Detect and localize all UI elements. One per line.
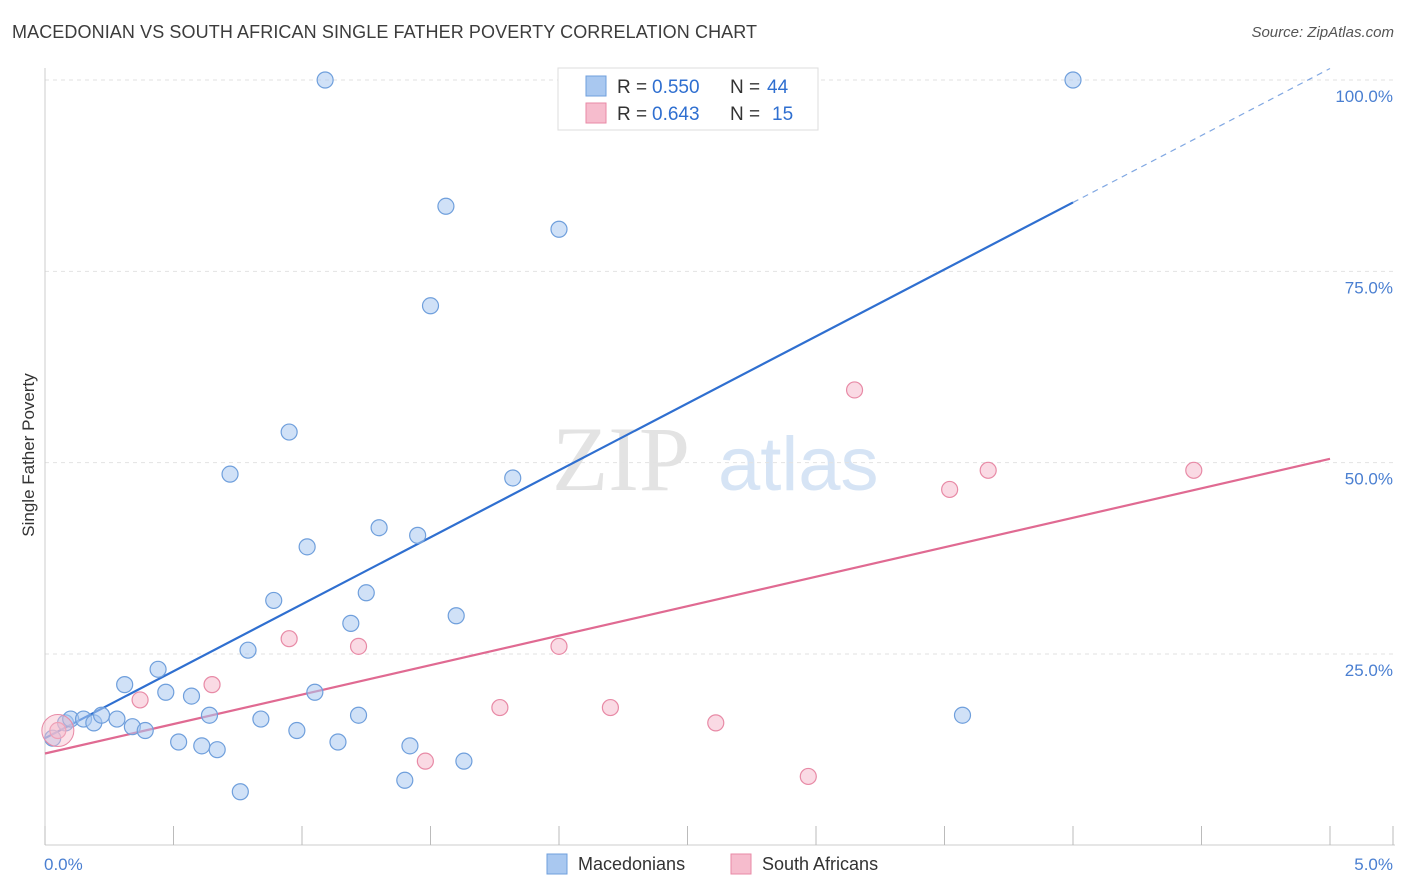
series-legend: Macedonians South Africans — [546, 853, 878, 875]
macedonians-point — [421, 297, 440, 315]
macedonians-point — [396, 771, 414, 789]
macedonians-point — [1064, 71, 1082, 89]
macedonians-point — [157, 683, 175, 701]
series-swatch-macedonians — [546, 853, 568, 875]
legend-r-value-2: 0.643 — [652, 104, 700, 125]
y-tick-label: 25.0% — [1345, 661, 1393, 680]
macedonians-point — [288, 721, 306, 740]
trend-line-south-africans — [44, 457, 1331, 755]
macedonians-point — [953, 706, 972, 724]
macedonians-point — [193, 737, 211, 755]
macedonians-point — [149, 660, 167, 678]
legend-swatch-south-africans — [585, 102, 607, 124]
south-africans-point — [550, 637, 568, 655]
correlation-legend: R = 0.550 N = 44 R = 0.643 N = 15 — [557, 67, 819, 131]
source-label: Source: ZipAtlas.com — [1251, 24, 1394, 41]
chart-title: MACEDONIAN VS SOUTH AFRICAN SINGLE FATHE… — [12, 22, 758, 42]
south-africans-point — [280, 630, 298, 648]
trend-lines — [44, 67, 1331, 755]
south-africans-point — [845, 381, 864, 399]
legend-n-label-1: N = — [730, 77, 760, 98]
legend-n-value-1: 44 — [767, 77, 789, 98]
macedonians-point — [550, 220, 568, 238]
macedonians-point — [280, 423, 298, 441]
macedonians-point — [208, 741, 226, 759]
macedonians-point — [239, 641, 257, 659]
legend-swatch-macedonians — [585, 75, 607, 97]
south-africans-point — [349, 637, 368, 655]
macedonians-point — [108, 710, 126, 728]
trend-line-macedonians — [44, 201, 1074, 740]
macedonians-point — [447, 607, 465, 625]
macedonians-point — [182, 687, 201, 705]
macedonians-point — [349, 706, 368, 724]
south-africans-point — [203, 676, 221, 694]
macedonians-point — [265, 591, 283, 610]
axes — [44, 68, 1395, 846]
south-africans-point — [799, 767, 817, 786]
south-africans-point — [979, 461, 997, 479]
series-label-south-africans: South Africans — [762, 854, 878, 874]
x-tick-label: 5.0% — [1354, 855, 1393, 874]
legend-n-label-2: N = — [730, 104, 760, 125]
macedonians-point — [116, 676, 134, 694]
south-africans-point — [491, 698, 509, 717]
series-label-macedonians: Macedonians — [578, 854, 685, 874]
south-africans-point-large — [41, 714, 75, 748]
south-africans-point — [707, 714, 725, 732]
tick-labels: 25.0% 50.0% 75.0% 100.0% 0.0% 5.0% — [44, 87, 1393, 874]
data-points — [41, 71, 1203, 801]
trend-extension-dashed — [1072, 67, 1331, 203]
macedonians-point — [298, 538, 316, 556]
y-axis-title: Single Father Poverty — [19, 373, 38, 537]
macedonians-point — [370, 519, 388, 537]
watermark-zip: ZIP — [552, 408, 690, 510]
series-swatch-south-africans — [730, 853, 752, 875]
south-africans-point — [601, 698, 620, 717]
macedonians-point — [342, 614, 360, 632]
south-africans-point — [416, 752, 434, 770]
macedonians-point — [504, 469, 522, 487]
legend-n-value-2: 15 — [772, 104, 793, 125]
south-africans-point — [1185, 461, 1203, 479]
macedonians-point — [455, 752, 473, 770]
macedonians-point — [252, 710, 270, 728]
macedonians-point — [221, 465, 239, 483]
watermark-atlas: atlas — [718, 422, 879, 507]
macedonians-point — [306, 683, 324, 701]
macedonians-point — [316, 71, 334, 89]
macedonians-point — [401, 737, 419, 755]
macedonians-point — [437, 197, 455, 215]
south-africans-point — [49, 721, 67, 740]
legend-r-value-1: 0.550 — [652, 77, 700, 98]
macedonians-point — [136, 721, 154, 740]
macedonians-point — [170, 733, 188, 751]
macedonians-point — [231, 783, 249, 801]
macedonians-point — [92, 706, 111, 724]
x-tick-label: 0.0% — [44, 855, 83, 874]
legend-r-label-1: R = — [617, 77, 647, 98]
macedonians-point — [329, 733, 347, 751]
south-africans-point — [131, 691, 149, 709]
y-tick-label: 50.0% — [1345, 470, 1393, 489]
macedonians-point — [409, 526, 427, 544]
macedonians-point — [200, 706, 219, 724]
gridlines — [45, 79, 1395, 655]
legend-r-label-2: R = — [617, 104, 647, 125]
y-tick-label: 100.0% — [1335, 87, 1393, 106]
y-tick-label: 75.0% — [1345, 278, 1393, 297]
macedonians-point — [357, 584, 375, 602]
south-africans-point — [941, 480, 959, 499]
